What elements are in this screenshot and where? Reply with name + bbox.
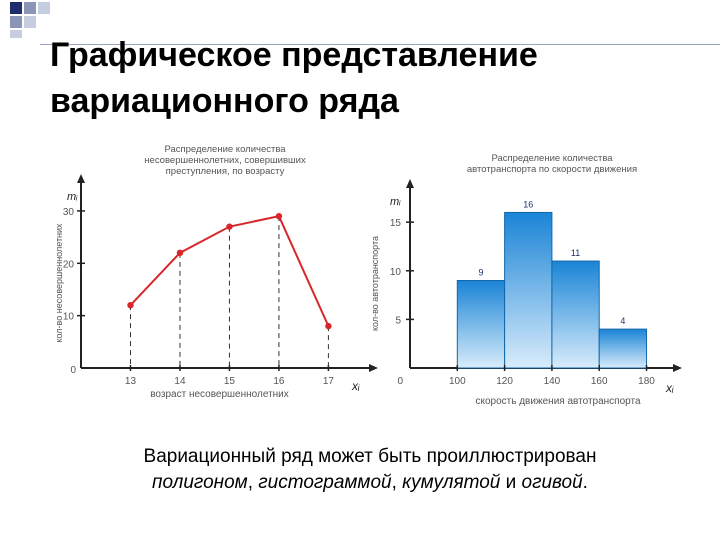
histogram-bar xyxy=(598,328,648,369)
caption-sep3: и xyxy=(500,472,522,493)
histogram-bar xyxy=(551,260,600,369)
histogram-x-axis-label: скорость движения автотранспорта xyxy=(475,396,641,407)
polygon-y-axis-label: кол-во несовершеннолетних xyxy=(54,223,64,343)
caption-sep1: , xyxy=(247,472,259,493)
corner-decoration xyxy=(10,2,50,38)
polygon-point xyxy=(176,249,184,257)
histogram-x-tick-label: 140 xyxy=(544,376,561,387)
slide-title-line2: вариационного ряда xyxy=(50,82,399,120)
slide-title: Графическое представление вариационного … xyxy=(50,32,690,124)
polygon-x-symbol: xᵢ xyxy=(351,379,360,393)
polygon-x-tick-label: 17 xyxy=(323,376,335,387)
histogram-bar-value-label: 9 xyxy=(478,268,483,278)
polygon-y-tick-label: 10 xyxy=(63,312,75,323)
histogram-bar-value-label: 11 xyxy=(571,248,580,258)
caption-sep2: , xyxy=(391,472,403,493)
polygon-point xyxy=(226,223,233,230)
polygon-point xyxy=(127,301,134,309)
histogram-bar-value-label: 4 xyxy=(620,316,625,326)
histogram-chart-title: Распределение количества автотранспорта п… xyxy=(467,153,637,175)
polygon-y-tick-label: 20 xyxy=(63,259,75,270)
histogram-x-symbol: xᵢ xyxy=(665,381,674,395)
polygon-y-symbol: mᵢ xyxy=(67,191,78,203)
polygon-chart: Распределение количества несовершеннолетн… xyxy=(54,144,378,400)
polygon-x-tick-label: 13 xyxy=(125,376,137,387)
polygon-point xyxy=(275,212,283,220)
histogram-x-tick-label: 100 xyxy=(449,376,466,387)
histogram-chart: Распределение количества автотранспорта п… xyxy=(370,153,682,407)
polygon-origin-label: 0 xyxy=(70,365,76,376)
histogram-bar xyxy=(504,211,553,369)
histogram-x-tick-label: 120 xyxy=(496,376,513,387)
title-rule xyxy=(40,44,720,45)
polygon-x-tick-label: 16 xyxy=(273,376,285,387)
histogram-y-tick-label: 15 xyxy=(390,218,402,229)
histogram-bar-value-label: 16 xyxy=(523,199,533,209)
histogram-y-tick-label: 5 xyxy=(395,315,401,326)
polygon-y-tick-label: 30 xyxy=(63,207,75,218)
polygon-x-tick-label: 14 xyxy=(174,376,186,387)
polygon-x-axis-arrow xyxy=(369,364,378,372)
polygon-point xyxy=(325,322,332,330)
histogram-y-axis-arrow xyxy=(406,179,414,188)
polygon-x-axis-label: возраст несовершеннолетних xyxy=(150,389,289,400)
histogram-origin-label: 0 xyxy=(397,376,403,387)
histogram-bar xyxy=(456,280,506,369)
polygon-y-axis-arrow xyxy=(77,174,85,183)
caption-cumulate: кумулятой xyxy=(402,472,501,493)
polygon-x-tick-label: 15 xyxy=(224,376,236,387)
polygon-chart-title: Распределение количества несовершеннолетн… xyxy=(144,144,306,177)
histogram-x-axis-arrow xyxy=(673,364,682,372)
histogram-y-symbol: mᵢ xyxy=(390,196,401,208)
histogram-x-tick-label: 180 xyxy=(638,376,655,387)
slide-title-line1: Графическое представление xyxy=(50,36,538,74)
caption-end: . xyxy=(582,472,588,493)
caption-histogram: гистограммой xyxy=(258,472,392,493)
caption: Вариационный ряд может быть проиллюстрир… xyxy=(60,444,680,496)
histogram-y-tick-label: 10 xyxy=(390,267,402,278)
caption-line1: Вариационный ряд может быть проиллюстрир… xyxy=(143,446,597,467)
histogram-x-tick-label: 160 xyxy=(591,376,608,387)
caption-ogive: огивой xyxy=(521,472,583,493)
histogram-y-axis-label: кол-во автотранспорта xyxy=(370,236,380,331)
caption-polygon: полигоном xyxy=(152,472,248,493)
